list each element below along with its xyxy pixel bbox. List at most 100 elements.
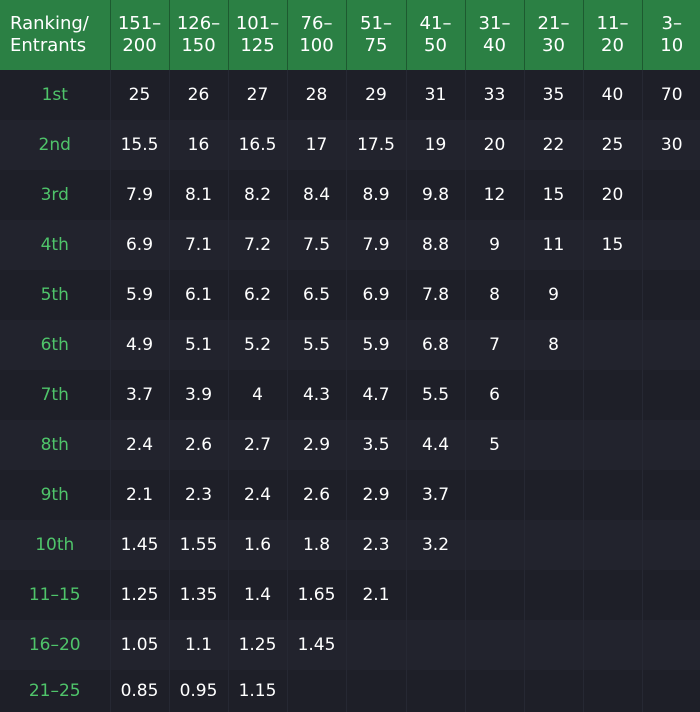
entrants-column-header: 21– 30 bbox=[524, 0, 584, 70]
prize-cell bbox=[406, 670, 466, 712]
prize-cell: 8.2 bbox=[228, 170, 288, 220]
rank-label: 6th bbox=[0, 320, 111, 370]
entrants-range-line: 51– bbox=[360, 13, 392, 34]
prize-cell: 5.5 bbox=[406, 370, 466, 420]
prize-cell: 3.2 bbox=[406, 520, 466, 570]
entrants-column-header: 101– 125 bbox=[228, 0, 288, 70]
prize-cell bbox=[583, 570, 643, 620]
entrants-range-line: 100 bbox=[299, 35, 334, 56]
table-row: 6th 4.9 5.1 5.2 5.5 5.9 6.8 7 8 bbox=[0, 320, 700, 370]
entrants-range-line: 30 bbox=[542, 35, 565, 56]
prize-cell: 9 bbox=[524, 270, 584, 320]
corner-header-line-2: Entrants bbox=[10, 35, 87, 56]
rank-label: 8th bbox=[0, 420, 111, 470]
prize-cell: 1.35 bbox=[169, 570, 229, 620]
prize-cell: 7.9 bbox=[346, 220, 407, 270]
rank-label: 2nd bbox=[0, 120, 111, 170]
prize-cell: 5.1 bbox=[169, 320, 229, 370]
prize-cell: 4.3 bbox=[287, 370, 347, 420]
prize-cell: 0.95 bbox=[169, 670, 229, 712]
prize-cell: 1.45 bbox=[287, 620, 347, 670]
prize-cell: 2.9 bbox=[346, 470, 407, 520]
prize-cell: 5.2 bbox=[228, 320, 288, 370]
entrants-range-line: 41– bbox=[419, 13, 452, 34]
prize-cell: 6.9 bbox=[346, 270, 407, 320]
table-row: 4th 6.9 7.1 7.2 7.5 7.9 8.8 9 11 15 bbox=[0, 220, 700, 270]
prize-cell: 17 bbox=[287, 120, 347, 170]
prize-cell: 8 bbox=[524, 320, 584, 370]
rank-label: 3rd bbox=[0, 170, 111, 220]
prize-cell: 6.8 bbox=[406, 320, 466, 370]
prize-cell: 5.9 bbox=[110, 270, 170, 320]
rank-label: 16–20 bbox=[0, 620, 111, 670]
prize-cell: 40 bbox=[583, 70, 643, 120]
prize-cell: 1.4 bbox=[228, 570, 288, 620]
prize-cell bbox=[524, 520, 584, 570]
prize-cell: 5.5 bbox=[287, 320, 347, 370]
prize-cell: 2.7 bbox=[228, 420, 288, 470]
prize-cell: 6.2 bbox=[228, 270, 288, 320]
prize-cell: 1.25 bbox=[110, 570, 170, 620]
entrants-range-line: 75 bbox=[364, 35, 388, 56]
prize-cell: 1.1 bbox=[169, 620, 229, 670]
rank-label: 5th bbox=[0, 270, 111, 320]
prize-cell: 6.9 bbox=[110, 220, 170, 270]
prize-cell: 3.7 bbox=[110, 370, 170, 420]
prize-cell: 11 bbox=[524, 220, 584, 270]
prize-cell: 2.9 bbox=[287, 420, 347, 470]
prize-cell: 29 bbox=[346, 70, 407, 120]
prize-cell: 19 bbox=[406, 120, 466, 170]
entrants-range-line: 31– bbox=[478, 13, 511, 34]
prize-cell: 25 bbox=[110, 70, 170, 120]
prize-cell: 0.85 bbox=[110, 670, 170, 712]
entrants-column-header: 3– 10 bbox=[642, 0, 700, 70]
prize-cell: 25 bbox=[583, 120, 643, 170]
prize-cell bbox=[406, 620, 466, 670]
prize-cell: 7.8 bbox=[406, 270, 466, 320]
entrants-range-line: 50 bbox=[424, 35, 447, 56]
prize-cell: 2.6 bbox=[287, 470, 347, 520]
prize-cell: 1.6 bbox=[228, 520, 288, 570]
table-body: 1st 25 26 27 28 29 31 33 35 40 70 2nd 15.5 16 16.5 17 17… bbox=[0, 70, 700, 712]
prize-cell: 5.9 bbox=[346, 320, 407, 370]
prize-cell bbox=[524, 420, 584, 470]
entrants-column-header: 41– 50 bbox=[406, 0, 466, 70]
prize-cell bbox=[465, 670, 525, 712]
prize-cell bbox=[524, 620, 584, 670]
rank-label: 11–15 bbox=[0, 570, 111, 620]
rank-label: 9th bbox=[0, 470, 111, 520]
prize-cell bbox=[583, 370, 643, 420]
table-row: 7th 3.7 3.9 4 4.3 4.7 5.5 6 bbox=[0, 370, 700, 420]
prize-cell bbox=[642, 270, 700, 320]
entrants-column-header: 126– 150 bbox=[169, 0, 229, 70]
table-row: 3rd 7.9 8.1 8.2 8.4 8.9 9.8 12 15 20 bbox=[0, 170, 700, 220]
prize-cell bbox=[642, 620, 700, 670]
entrants-range-line: 3– bbox=[661, 13, 682, 34]
prize-cell: 6.5 bbox=[287, 270, 347, 320]
prize-cell: 33 bbox=[465, 70, 525, 120]
header-row: Ranking/ Entrants 151– 200 126– 150 101– 125 7… bbox=[0, 0, 700, 70]
table-row: 16–20 1.05 1.1 1.25 1.45 bbox=[0, 620, 700, 670]
prize-cell: 1.45 bbox=[110, 520, 170, 570]
prize-cell: 8.8 bbox=[406, 220, 466, 270]
entrants-range-line: 40 bbox=[483, 35, 506, 56]
prize-cell: 2.3 bbox=[169, 470, 229, 520]
entrants-range-line: 21– bbox=[537, 13, 570, 34]
table-row: 1st 25 26 27 28 29 31 33 35 40 70 bbox=[0, 70, 700, 120]
prize-cell bbox=[583, 620, 643, 670]
prize-cell: 20 bbox=[583, 170, 643, 220]
prize-cell: 1.55 bbox=[169, 520, 229, 570]
entrants-range-line: 150 bbox=[181, 35, 216, 56]
entrants-range-line: 76– bbox=[300, 13, 333, 34]
prize-cell: 15.5 bbox=[110, 120, 170, 170]
prize-cell: 16 bbox=[169, 120, 229, 170]
table-row: 8th 2.4 2.6 2.7 2.9 3.5 4.4 5 bbox=[0, 420, 700, 470]
prize-cell: 7 bbox=[465, 320, 525, 370]
prize-cell: 70 bbox=[642, 70, 700, 120]
prize-cell: 16.5 bbox=[228, 120, 288, 170]
entrants-range-line: 151– bbox=[117, 13, 162, 34]
prize-cell: 15 bbox=[583, 220, 643, 270]
prize-cell: 15 bbox=[524, 170, 584, 220]
prize-cell: 26 bbox=[169, 70, 229, 120]
